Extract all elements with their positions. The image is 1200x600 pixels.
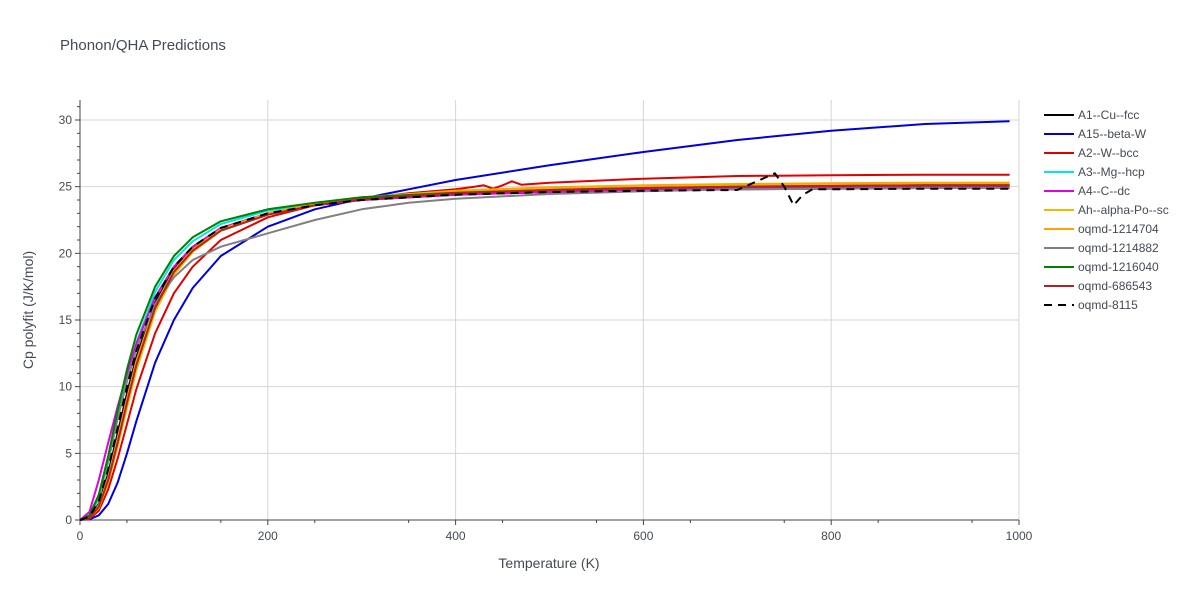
legend-label: oqmd-8115 [1078, 298, 1138, 312]
x-axis-title: Temperature (K) [498, 555, 599, 571]
legend-label: oqmd-1216040 [1078, 260, 1159, 274]
x-tick-label: 1000 [1006, 529, 1033, 543]
series-line-oqmd-686543 [79, 184, 1010, 521]
x-tick-label: 400 [446, 529, 466, 543]
y-tick-label: 5 [65, 446, 72, 460]
legend-label: A1--Cu--fcc [1078, 108, 1139, 122]
series-line-A1--Cu--fcc [79, 187, 1010, 521]
y-axis-title: Cp polyfit (J/K/mol) [20, 251, 36, 369]
series-line-A3--Mg--hcp [79, 184, 1010, 521]
legend-label: oqmd-1214704 [1078, 222, 1159, 236]
y-tick-label: 25 [59, 180, 73, 194]
legend-item[interactable]: Ah--alpha-Po--sc [1044, 203, 1169, 217]
legend-item[interactable]: A3--Mg--hcp [1044, 165, 1145, 179]
y-tick-label: 30 [59, 113, 73, 127]
x-tick-label: 0 [77, 529, 84, 543]
legend-item[interactable]: oqmd-686543 [1044, 279, 1152, 293]
series-line-oqmd-1216040 [79, 184, 1010, 521]
legend: A1--Cu--fcc A15--beta-W A2--W--bcc A3--Mg--… [1044, 108, 1169, 312]
legend-item[interactable]: oqmd-1214882 [1044, 241, 1159, 255]
legend-item[interactable]: A1--Cu--fcc [1044, 108, 1139, 122]
legend-item[interactable]: A15--beta-W [1044, 127, 1147, 141]
series-line-A4--C--dc [79, 185, 1010, 521]
legend-item[interactable]: oqmd-1216040 [1044, 260, 1159, 274]
legend-label: A15--beta-W [1078, 127, 1147, 141]
legend-item[interactable]: A2--W--bcc [1044, 146, 1138, 160]
series-line-A15--beta-W [79, 120, 1010, 521]
y-tick-label: 15 [59, 313, 73, 327]
series-line-oqmd-1214704 [79, 181, 1010, 521]
series-line-oqmd-1214882 [79, 187, 1010, 521]
legend-label: oqmd-686543 [1078, 279, 1152, 293]
legend-item[interactable]: A4--C--dc [1044, 184, 1130, 198]
legend-label: Ah--alpha-Po--sc [1078, 203, 1169, 217]
x-tick-label: 200 [258, 529, 278, 543]
legend-label: oqmd-1214882 [1078, 241, 1159, 255]
grid [80, 100, 1020, 520]
x-tick-label: 600 [633, 529, 653, 543]
y-tick-label: 0 [65, 513, 72, 527]
series-line-Ah--alpha-Po--sc [79, 183, 1010, 521]
plot-area [79, 120, 1010, 521]
legend-item[interactable]: oqmd-8115 [1044, 298, 1138, 312]
legend-label: A2--W--bcc [1078, 146, 1138, 160]
legend-label: A4--C--dc [1078, 184, 1130, 198]
series-line-A2--W--bcc [79, 173, 1010, 521]
y-tick-label: 10 [59, 380, 73, 394]
y-tick-label: 20 [59, 246, 73, 260]
legend-item[interactable]: oqmd-1214704 [1044, 222, 1159, 236]
axes: 0 200 400 600 800 1000 0 5 10 15 20 25 30 [59, 100, 1033, 543]
x-tick-label: 800 [821, 529, 841, 543]
chart-title: Phonon/QHA Predictions [60, 37, 226, 54]
legend-label: A3--Mg--hcp [1078, 165, 1145, 179]
